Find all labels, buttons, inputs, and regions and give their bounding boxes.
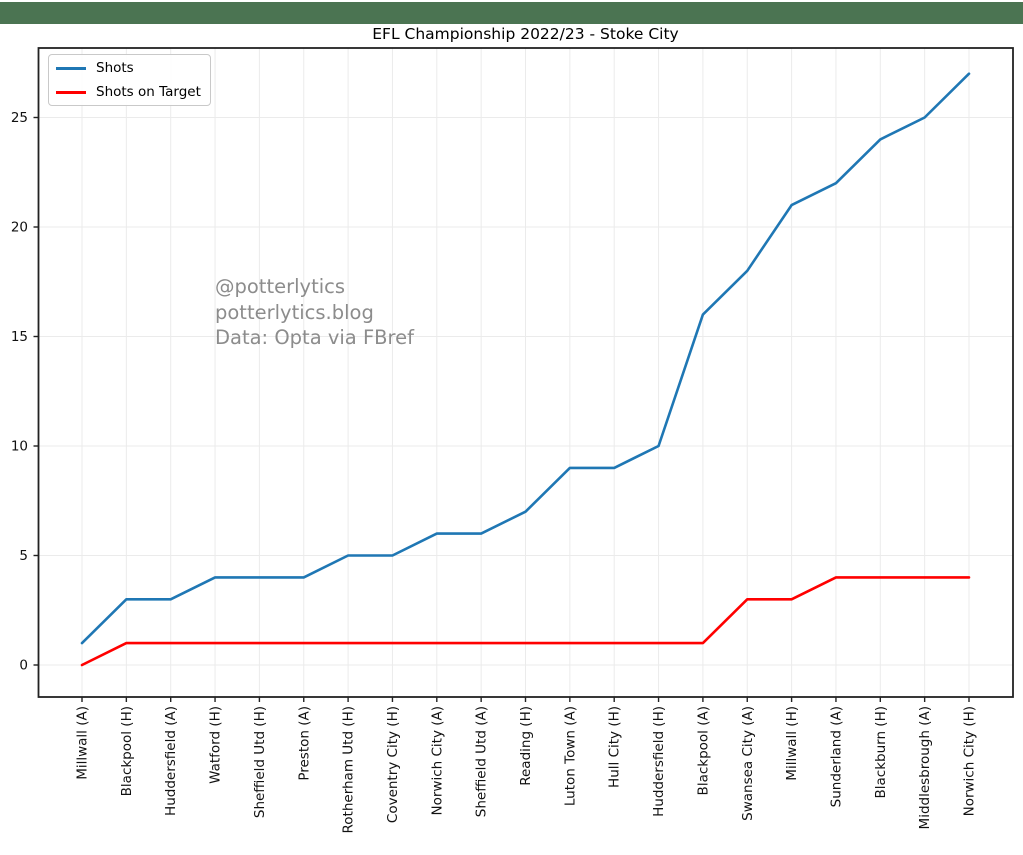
shots-line [80,72,971,645]
shots-on-target-line-swatch [56,90,86,94]
y-tick-label: 15 [11,329,28,345]
x-tick-label: Rotherham Utd (H) [341,706,357,834]
shots-line-swatch [56,66,86,70]
y-tick-label: 10 [11,439,28,455]
x-tick-label: Coventry City (H) [385,706,401,823]
x-tick-label: Blackburn (H) [873,706,889,799]
x-tick-label: Millwall (A) [75,706,91,780]
y-tick-label: 5 [19,548,28,564]
x-tick-label: Middlesbrough (A) [917,706,933,829]
legend-item-shots: Shots [49,57,210,79]
x-tick-label: Swansea City (A) [740,706,756,821]
watermark-url: potterlytics.blog [215,300,374,324]
legend: Shots Shots on Target [48,54,211,106]
x-tick-label: Huddersfield (H) [651,706,667,817]
x-tick-label: Sheffield Utd (H) [252,706,268,818]
x-tick-label: Sheffield Utd (A) [474,706,490,817]
x-tick-label: Watford (H) [208,706,224,784]
chart-title: EFL Championship 2022/23 - Stoke City [372,25,679,43]
x-tick-label: Luton Town (A) [562,706,578,806]
watermark: @potterlytics potterlytics.blog Data: Op… [215,274,414,351]
top-banner [0,2,1023,24]
legend-label: Shots on Target [96,84,201,100]
x-tick-label: Huddersfield (A) [163,706,179,816]
watermark-handle: @potterlytics [215,275,346,298]
shots-on-target-line [80,576,971,667]
x-tick-label: Hull City (H) [607,706,623,788]
x-tick-label: Preston (A) [296,706,312,781]
legend-item-shots-on-target: Shots on Target [49,81,210,103]
y-tick-label: 0 [19,658,28,674]
x-tick-label: Reading (H) [518,706,534,786]
x-tick-label: Norwich City (A) [429,706,445,816]
watermark-source: Data: Opta via FBref [215,326,414,349]
legend-label: Shots [96,60,134,76]
x-tick-label: Millwall (H) [784,706,800,781]
x-tick-label: Blackpool (H) [119,706,135,796]
x-tick-label: Blackpool (A) [695,706,711,795]
x-tick-label: Sunderland (A) [828,706,844,807]
y-tick-label: 25 [11,110,28,126]
y-tick-label: 20 [11,220,28,236]
x-tick-label: Norwich City (H) [962,706,978,816]
